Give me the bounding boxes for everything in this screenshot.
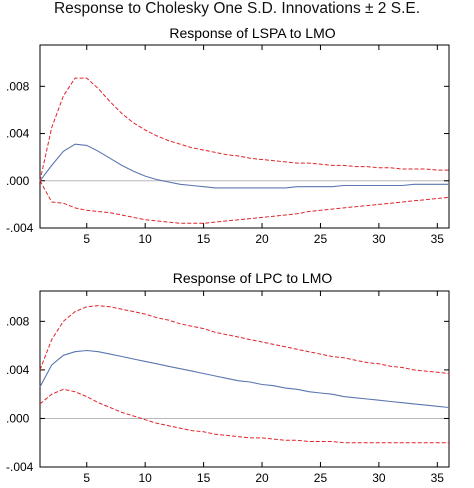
y-tick-label: .000 bbox=[6, 411, 30, 425]
panel-title: Response of LSPA to LMO bbox=[169, 25, 335, 41]
panel-title: Response of LPC to LMO bbox=[173, 270, 333, 286]
y-tick-label: .008 bbox=[6, 79, 30, 93]
y-tick-label: .004 bbox=[6, 127, 30, 141]
panel-lpc-to-lmo: Response of LPC to LMO .008 .004 .000 -.004 5… bbox=[6, 270, 450, 485]
plot-frame bbox=[39, 290, 450, 468]
series-upper-line bbox=[39, 305, 450, 374]
y-tick-label: .008 bbox=[6, 314, 30, 328]
series-response-line bbox=[39, 143, 449, 189]
x-tick-label: 15 bbox=[197, 232, 211, 246]
x-tick-label: 10 bbox=[138, 232, 152, 246]
series-lower-line bbox=[39, 388, 449, 444]
x-tick-label: 30 bbox=[372, 471, 386, 485]
x-tick-label: 15 bbox=[197, 471, 211, 485]
x-tick-label: 10 bbox=[138, 471, 152, 485]
x-tick-label: 35 bbox=[431, 471, 445, 485]
x-tick-label: 25 bbox=[314, 232, 328, 246]
series-lower-line bbox=[39, 180, 450, 224]
x-tick-label: 30 bbox=[372, 232, 386, 246]
y-tick-label: .000 bbox=[6, 174, 30, 188]
x-tick-label: 5 bbox=[83, 471, 90, 485]
main-title: Response to Cholesky One S.D. Innovation… bbox=[53, 0, 421, 17]
plot-frame bbox=[39, 44, 450, 229]
y-tick-label: -.004 bbox=[6, 221, 34, 235]
x-tick-label: 35 bbox=[431, 232, 445, 246]
x-tick-label: 25 bbox=[314, 471, 328, 485]
panel-lspa-to-lmo: Response of LSPA to LMO .008 .004 .000 -.004… bbox=[6, 25, 450, 246]
series-upper-line bbox=[39, 77, 449, 181]
series-response-line bbox=[39, 349, 450, 409]
y-tick-label: -.004 bbox=[6, 460, 34, 474]
x-tick-label: 20 bbox=[255, 232, 269, 246]
x-tick-label: 5 bbox=[83, 232, 90, 246]
y-tick-label: .004 bbox=[6, 363, 30, 377]
x-tick-label: 20 bbox=[255, 471, 269, 485]
